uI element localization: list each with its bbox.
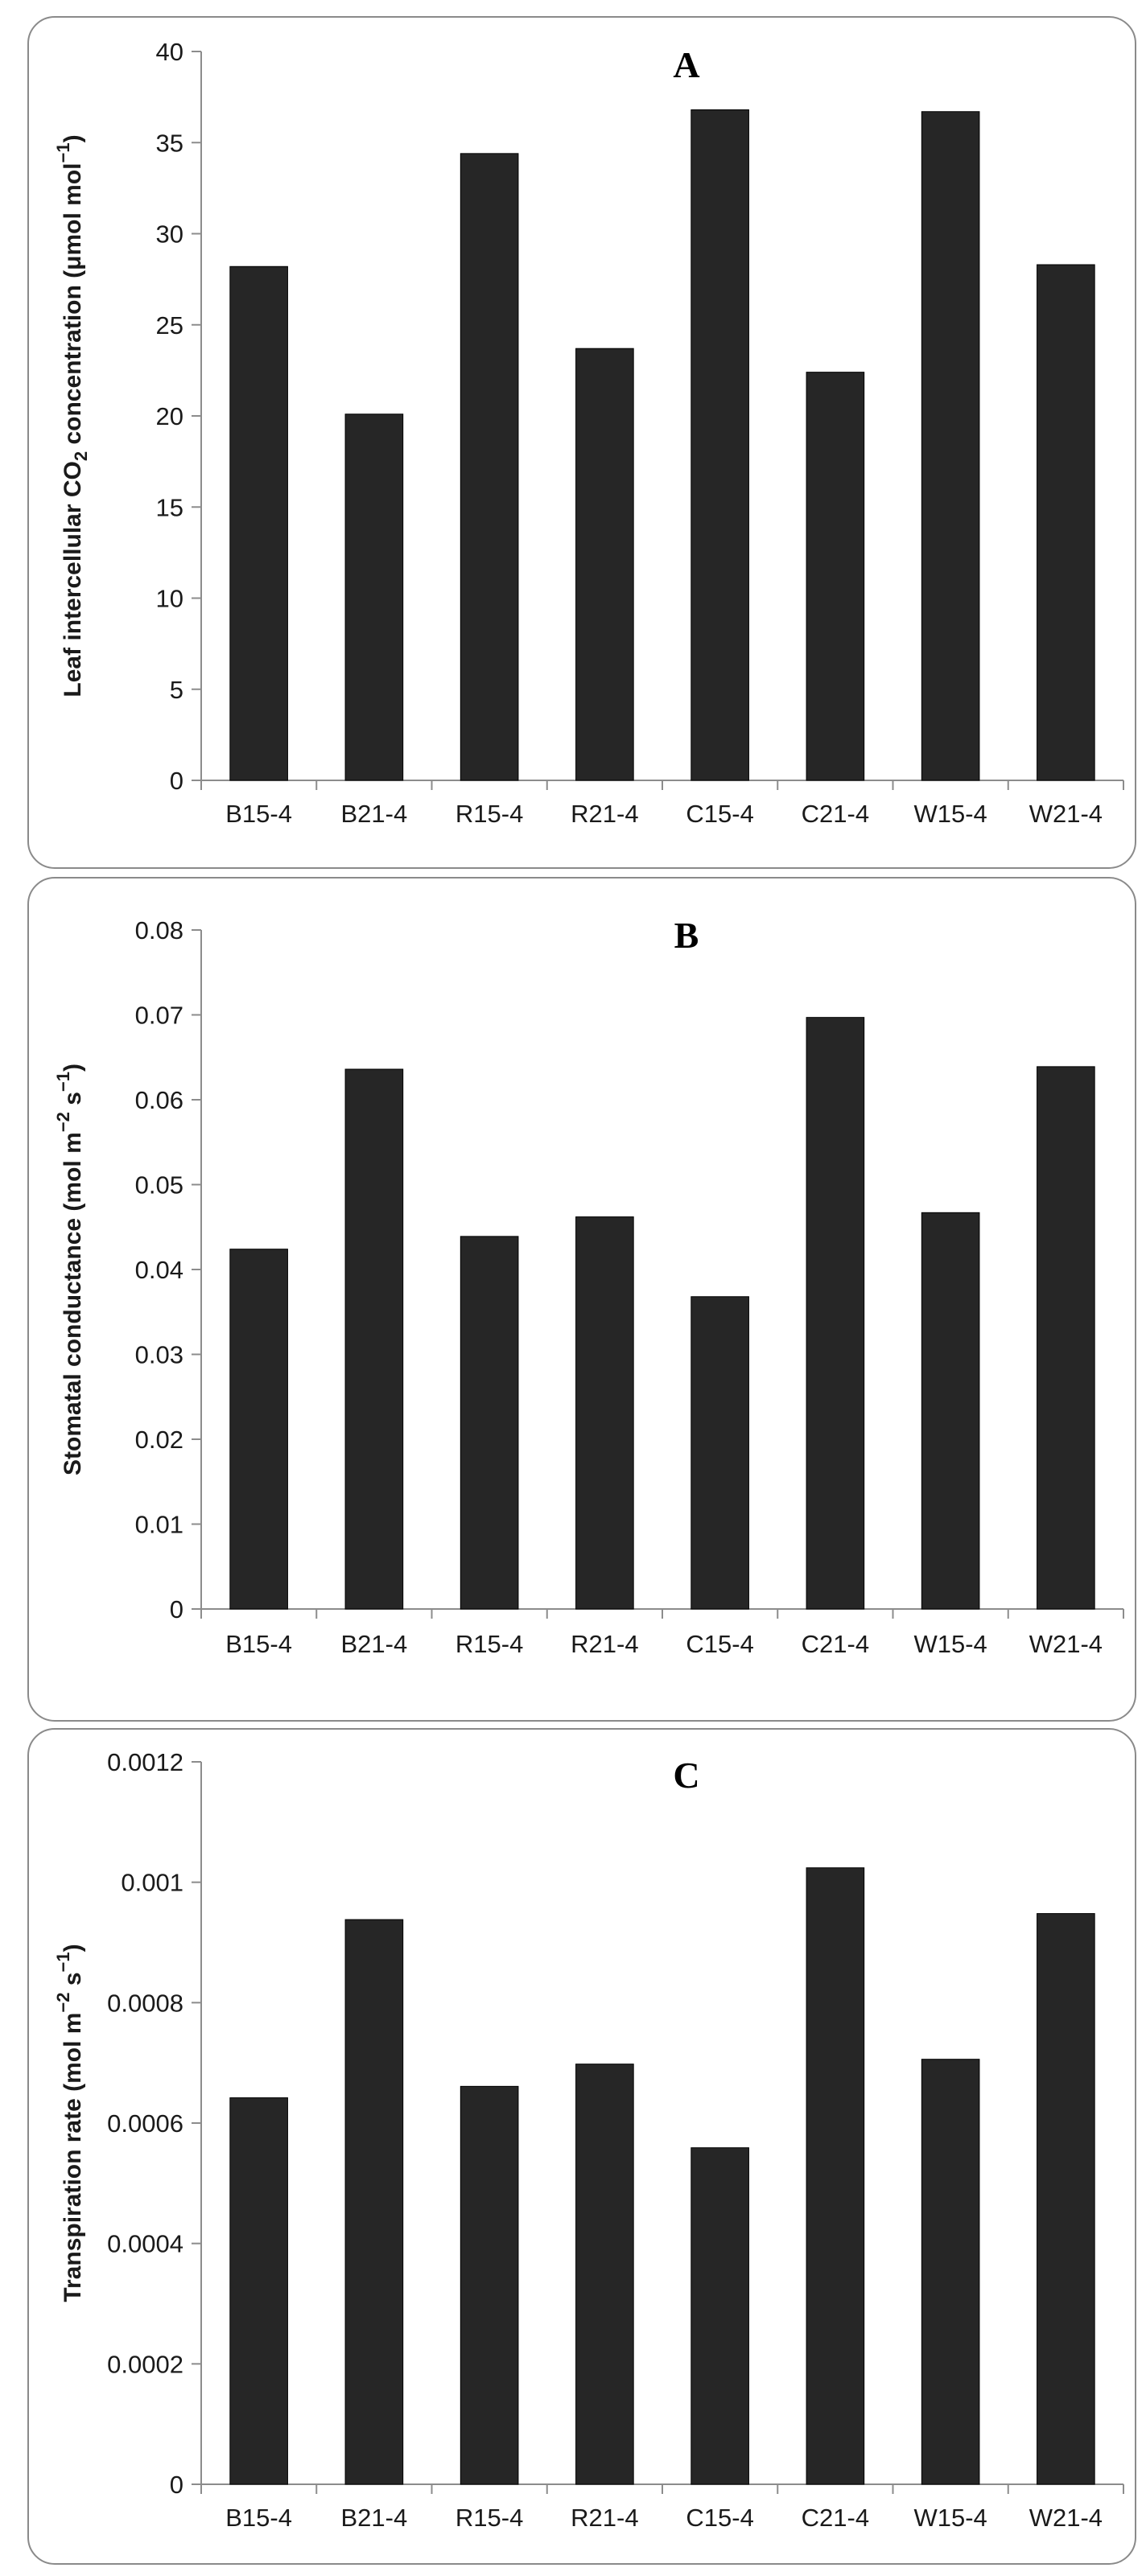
y-tick-label: 20 [156, 402, 183, 430]
bar-c21-4 [806, 372, 865, 781]
y-axis-title: Stomatal conductance (mol m−2 s−1) [53, 1064, 86, 1475]
x-tick-label: C15-4 [686, 1630, 753, 1658]
x-tick-label: B15-4 [225, 2504, 292, 2532]
x-tick-label: R15-4 [456, 800, 523, 828]
y-tick-label: 0.07 [135, 1002, 183, 1030]
y-tick-label: 0.06 [135, 1086, 183, 1114]
y-tick-label: 0.0004 [107, 2230, 183, 2258]
bar-r15-4 [460, 153, 519, 781]
y-tick-label: 40 [156, 38, 183, 66]
y-tick-label: 0.001 [121, 1869, 183, 1897]
bar-c21-4 [806, 1017, 865, 1610]
x-tick-label: C15-4 [686, 800, 753, 828]
x-tick-label: R15-4 [456, 1630, 523, 1658]
y-tick-label: 35 [156, 129, 183, 157]
x-tick-label: B15-4 [225, 1630, 292, 1658]
bar-b15-4 [229, 1249, 288, 1610]
chart-a: 0 5 10 15 20 25 30 35 40 B15-4 B21-4 R15-4 R21-4 C15-… [53, 38, 1124, 828]
y-tick-label: 0.0012 [107, 1748, 183, 1776]
chart-c: 0 0.0002 0.0004 0.0006 0.0008 0.001 0.0012 B15-… [53, 1748, 1124, 2532]
bar-b21-4 [344, 1068, 404, 1610]
x-tick-label: R15-4 [456, 2504, 523, 2532]
y-axis-title: Transpiration rate (mol m−2 s−1) [53, 1944, 86, 2302]
panel-letter: A [673, 44, 699, 85]
bar-c15-4 [690, 2147, 749, 2485]
x-tick-label: B15-4 [225, 800, 292, 828]
y-tick-label: 15 [156, 493, 183, 521]
x-tick-label: W21-4 [1029, 2504, 1103, 2532]
y-tick-label: 10 [156, 585, 183, 613]
x-tick-label: B21-4 [341, 800, 408, 828]
bar-r21-4 [575, 348, 634, 781]
bar-b15-4 [229, 265, 288, 781]
chart-b: 0 0.01 0.02 0.03 0.04 0.05 0.06 0.07 0.08 B15-4 B2… [53, 915, 1124, 1658]
x-tick-label: C21-4 [802, 800, 869, 828]
y-tick-label: 0 [170, 767, 183, 795]
y-axis-title: Leaf intercellular CO2 concentration (μm… [53, 134, 91, 697]
x-tick-label: R21-4 [571, 1630, 638, 1658]
y-tick-label: 30 [156, 220, 183, 249]
bar-b15-4 [229, 2097, 288, 2485]
x-tick-label: W15-4 [913, 1630, 987, 1658]
bar-b21-4 [344, 414, 404, 781]
y-tick-label: 0.03 [135, 1341, 183, 1369]
bar-w21-4 [1037, 264, 1095, 781]
y-tick-label: 0 [170, 1595, 183, 1623]
panel-letter: C [673, 1755, 699, 1796]
y-tick-label: 0 [170, 2471, 183, 2499]
chart-panel-a: 0 5 10 15 20 25 30 35 40 B15-4 B21-4 R15-4 R21-4 C15-… [27, 16, 1136, 869]
y-tick-label: 0.04 [135, 1256, 183, 1284]
y-tick-label: 0.0008 [107, 1989, 183, 2017]
y-tick-label: 0.01 [135, 1511, 183, 1539]
x-tick-label: C21-4 [802, 2504, 869, 2532]
x-tick-label: R21-4 [571, 2504, 638, 2532]
chart-panel-b: 0 0.01 0.02 0.03 0.04 0.05 0.06 0.07 0.08 B15-4 B2… [27, 877, 1136, 1722]
x-tick-label: W21-4 [1029, 800, 1103, 828]
bar-b21-4 [344, 1919, 404, 2485]
x-tick-label: R21-4 [571, 800, 638, 828]
y-tick-label: 0.08 [135, 916, 183, 944]
bar-r15-4 [460, 2085, 519, 2485]
bar-w21-4 [1037, 1913, 1095, 2485]
bar-w15-4 [921, 111, 980, 781]
x-tick-label: B21-4 [341, 1630, 408, 1658]
y-tick-label: 0.05 [135, 1171, 183, 1200]
y-tick-label: 0.0002 [107, 2350, 183, 2378]
x-tick-label: W15-4 [913, 800, 987, 828]
x-tick-label: W21-4 [1029, 1630, 1103, 1658]
x-tick-label: B21-4 [341, 2504, 408, 2532]
bar-c15-4 [690, 109, 749, 781]
x-tick-label: C15-4 [686, 2504, 753, 2532]
bar-w15-4 [921, 2059, 980, 2485]
y-tick-label: 0.02 [135, 1426, 183, 1454]
bar-c15-4 [690, 1296, 749, 1610]
chart-panel-c: 0 0.0002 0.0004 0.0006 0.0008 0.001 0.0012 B15-… [27, 1728, 1136, 2565]
y-tick-label: 5 [170, 676, 183, 704]
x-tick-label: C21-4 [802, 1630, 869, 1658]
panel-letter: B [674, 915, 699, 956]
bar-w15-4 [921, 1212, 980, 1610]
bar-w21-4 [1037, 1066, 1095, 1610]
bar-c21-4 [806, 1867, 865, 2485]
bar-r21-4 [575, 2064, 634, 2485]
x-tick-label: W15-4 [913, 2504, 987, 2532]
y-tick-label: 25 [156, 311, 183, 339]
bar-r15-4 [460, 1236, 519, 1610]
bar-r21-4 [575, 1216, 634, 1610]
y-tick-label: 0.0006 [107, 2109, 183, 2138]
